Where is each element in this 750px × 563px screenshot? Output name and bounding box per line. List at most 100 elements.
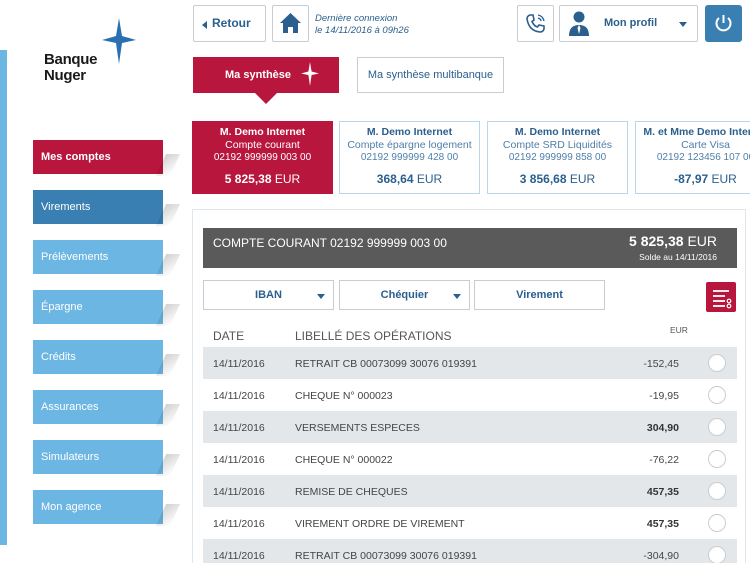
home-icon	[280, 13, 301, 33]
star-icon	[301, 62, 319, 86]
row-date: 14/11/2016	[213, 518, 265, 530]
row-amount: 457,35	[646, 518, 679, 530]
sidebar-item[interactable]: Épargne	[33, 290, 163, 324]
row-select-radio[interactable]	[708, 450, 726, 468]
table-row[interactable]: 14/11/2016 VERSEMENTS ESPECES 304,90	[203, 411, 737, 443]
sidebar-item[interactable]: Virements	[33, 190, 163, 224]
bank-logo[interactable]: Banque Nuger	[44, 18, 144, 88]
card-balance: 3 856,68 EUR	[519, 172, 596, 186]
logout-button[interactable]	[705, 5, 742, 42]
card-type: Compte épargne logement	[347, 139, 472, 151]
row-label: CHEQUE N° 000023	[295, 390, 393, 402]
sidebar-item[interactable]: Simulateurs	[33, 440, 163, 474]
chequier-dropdown[interactable]: Chéquier	[339, 280, 470, 310]
virement-button[interactable]: Virement	[474, 280, 605, 310]
bank-name: Banque Nuger	[44, 51, 98, 84]
sidebar-item-label: Mes comptes	[41, 151, 111, 163]
sidebar-item[interactable]: Prélèvements	[33, 240, 163, 274]
sidebar-menu: Mes comptes Virements Prélèvements Épargne C…	[33, 140, 163, 540]
row-date: 14/11/2016	[213, 422, 265, 434]
profile-label: Mon profil	[604, 17, 658, 29]
row-date: 14/11/2016	[213, 358, 265, 370]
account-detail-panel: COMPTE COURANT 02192 999999 003 00 5 825…	[192, 209, 746, 563]
sidebar-item-label: Épargne	[41, 301, 83, 313]
card-type: Compte SRD Liquidités	[502, 139, 613, 151]
row-select-radio[interactable]	[708, 354, 726, 372]
row-label: RETRAIT CB 00073099 30076 019391	[295, 550, 477, 562]
table-row[interactable]: 14/11/2016 RETRAIT CB 00073099 30076 0193…	[203, 347, 737, 379]
table-row[interactable]: 14/11/2016 VIREMENT ORDRE DE VIREMENT 457,…	[203, 507, 737, 539]
filter-list-icon	[713, 290, 732, 309]
left-rail	[0, 50, 7, 545]
row-amount: 304,90	[646, 422, 679, 434]
row-date: 14/11/2016	[213, 486, 265, 498]
sidebar-item[interactable]: Assurances	[33, 390, 163, 424]
card-owner: M. Demo Internet	[366, 126, 453, 138]
chevron-left-icon	[202, 21, 207, 29]
tab-synthese[interactable]: Ma synthèse	[193, 57, 339, 104]
row-label: RETRAIT CB 00073099 30076 019391	[295, 358, 477, 370]
active-tab-pointer	[255, 93, 277, 104]
row-label: REMISE DE CHEQUES	[295, 486, 408, 498]
row-select-radio[interactable]	[708, 386, 726, 404]
last-connection: Dernière connexion le 14/11/2016 à 09h26	[315, 13, 409, 36]
row-amount: -19,95	[649, 390, 679, 402]
row-label: CHEQUE N° 000022	[295, 454, 393, 466]
card-number: 02192 999999 858 00	[508, 152, 607, 163]
row-select-radio[interactable]	[708, 546, 726, 563]
operations-table-header: DATE LIBELLÉ DES OPÉRATIONS EUR	[203, 323, 737, 347]
sidebar-item-label: Assurances	[41, 401, 99, 413]
sidebar-item-label: Simulateurs	[41, 451, 100, 463]
card-balance: 5 825,38 EUR	[224, 172, 301, 186]
header-currency: EUR	[670, 325, 688, 335]
sidebar-item-label: Virements	[41, 201, 91, 213]
table-row[interactable]: 14/11/2016 CHEQUE N° 000023 -19,95	[203, 379, 737, 411]
chevron-down-icon	[453, 294, 461, 299]
balance-date: Solde au 14/11/2016	[639, 252, 717, 262]
profile-dropdown[interactable]: Mon profil	[559, 5, 698, 42]
row-label: VIREMENT ORDRE DE VIREMENT	[295, 518, 465, 530]
account-card[interactable]: M. Demo Internet Compte courant 02192 9999…	[192, 121, 333, 194]
row-amount: -76,22	[649, 454, 679, 466]
account-card[interactable]: M. Demo Internet Compte SRD Liquidités 021…	[487, 121, 628, 194]
iban-label: IBAN	[255, 289, 282, 301]
row-label: VERSEMENTS ESPECES	[295, 422, 420, 434]
iban-dropdown[interactable]: IBAN	[203, 280, 334, 310]
sidebar-item[interactable]: Mes comptes	[33, 140, 163, 174]
call-button[interactable]	[517, 5, 554, 42]
row-select-radio[interactable]	[708, 482, 726, 500]
sidebar-item[interactable]: Mon agence	[33, 490, 163, 524]
header-date: DATE	[213, 329, 245, 343]
account-title: COMPTE COURANT 02192 999999 003 00	[213, 236, 447, 250]
home-button[interactable]	[272, 5, 309, 42]
filter-button[interactable]	[706, 282, 736, 312]
table-row[interactable]: 14/11/2016 REMISE DE CHEQUES 457,35	[203, 475, 737, 507]
card-owner: M. et Mme Demo Internet	[643, 126, 750, 138]
card-balance: -87,97 EUR	[674, 172, 737, 186]
account-balance: 5 825,38 EUR	[629, 233, 717, 249]
table-row[interactable]: 14/11/2016 CHEQUE N° 000022 -76,22	[203, 443, 737, 475]
chevron-down-icon	[317, 294, 325, 299]
chevron-down-icon	[679, 22, 687, 27]
tab-multibanque[interactable]: Ma synthèse multibanque	[357, 57, 504, 93]
sidebar-item-label: Mon agence	[41, 501, 102, 513]
power-icon	[715, 15, 732, 32]
row-select-radio[interactable]	[708, 514, 726, 532]
card-type: Compte courant	[225, 139, 300, 151]
card-owner: M. Demo Internet	[514, 126, 601, 138]
card-owner: M. Demo Internet	[219, 126, 306, 138]
back-label: Retour	[212, 16, 251, 30]
sidebar-item-label: Crédits	[41, 351, 76, 363]
account-card[interactable]: M. Demo Internet Compte épargne logement 0…	[339, 121, 480, 194]
row-amount: 457,35	[646, 486, 679, 498]
user-icon	[569, 11, 589, 36]
back-button[interactable]: Retour	[193, 5, 266, 42]
phone-icon	[526, 14, 545, 33]
row-select-radio[interactable]	[708, 418, 726, 436]
card-balance: 368,64 EUR	[376, 172, 443, 186]
table-row[interactable]: 14/11/2016 RETRAIT CB 00073099 30076 0193…	[203, 539, 737, 563]
card-number: 02192 999999 003 00	[213, 152, 312, 163]
row-date: 14/11/2016	[213, 390, 265, 402]
sidebar-item[interactable]: Crédits	[33, 340, 163, 374]
